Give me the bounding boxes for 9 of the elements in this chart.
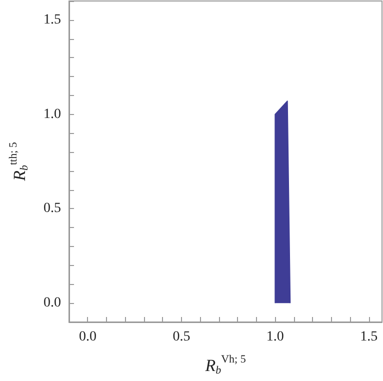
x-tick-label: 1.0 (266, 330, 284, 344)
y-tick-label: 1.5 (44, 12, 61, 28)
x-tick-label: 0.5 (172, 330, 190, 344)
x-tick-label: 0.0 (78, 330, 96, 344)
y-tick-label: 0.5 (44, 201, 61, 216)
y-tick-label: 0.0 (44, 296, 61, 311)
y-axis-title: Rbtth; 5 (8, 142, 30, 182)
y-tick-label: 1.0 (44, 106, 61, 122)
x-tick-label: 1.5 (360, 330, 378, 344)
